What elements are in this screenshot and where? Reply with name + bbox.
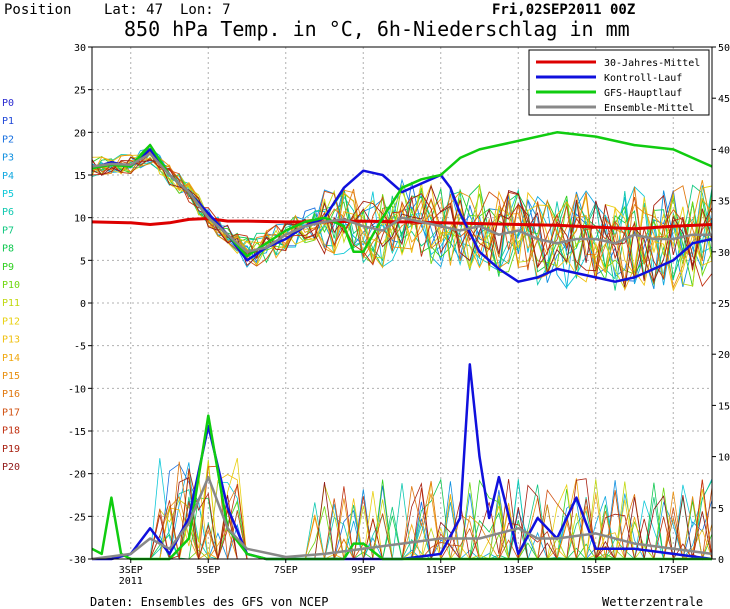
- main-series-lines: [91, 131, 713, 561]
- left-tick-label: 30: [74, 43, 86, 54]
- legend-label: GFS-Hauptlauf: [604, 88, 682, 99]
- left-tick-label: -10: [68, 384, 86, 395]
- series-line-30-jahres-mittel: [91, 217, 713, 231]
- series-line-ensemble-mittel: [91, 152, 712, 254]
- right-tick-label: 0: [718, 555, 724, 566]
- x-tick-label: 17SEP: [658, 565, 688, 576]
- right-tick-label: 50: [718, 43, 730, 54]
- data-source-label: Daten: Ensembles des GFS von NCEP: [90, 595, 328, 609]
- x-tick-year-label: 2011: [119, 576, 143, 587]
- grid: [92, 46, 712, 560]
- member-label: P0: [2, 98, 14, 109]
- right-tick-label: 25: [718, 299, 730, 310]
- x-tick-label: 13SEP: [503, 565, 533, 576]
- left-tick-label: 20: [74, 128, 86, 139]
- member-label: P20: [2, 462, 20, 473]
- legend-label: 30-Jahres-Mittel: [604, 58, 700, 69]
- x-tick-label: 15SEP: [581, 565, 611, 576]
- member-label: P18: [2, 426, 20, 437]
- member-temp-line: [91, 156, 713, 288]
- legend-label: Kontroll-Lauf: [604, 73, 682, 84]
- member-temp-line: [91, 158, 713, 282]
- right-tick-label: 15: [718, 401, 730, 412]
- member-label: P10: [2, 280, 20, 291]
- right-tick-label: 45: [718, 94, 730, 105]
- member-temp-line: [91, 144, 713, 277]
- member-label: P12: [2, 316, 20, 327]
- position-label: Position: [4, 2, 71, 18]
- member-temp-line: [91, 156, 713, 292]
- latitude-label: Lat: 47: [104, 2, 163, 18]
- precip-line-ensemble-mittel: [91, 475, 713, 561]
- member-label: P1: [2, 116, 14, 127]
- legend-label: Ensemble-Mittel: [604, 103, 694, 114]
- right-tick-label: 5: [718, 504, 724, 515]
- run-time-label: Fri,02SEP2011 00Z: [492, 2, 635, 18]
- right-tick-label: 30: [718, 248, 730, 259]
- precip-line-gfs-hauptlauf: [91, 414, 712, 561]
- member-label: P3: [2, 153, 14, 164]
- series-line-kontroll-lauf: [91, 148, 713, 283]
- right-tick-label: 10: [718, 453, 730, 464]
- left-tick-label: 25: [74, 86, 86, 97]
- member-temp-line: [91, 154, 713, 290]
- left-tick-label: 10: [74, 214, 86, 225]
- x-tick-label: 7SEP: [274, 565, 298, 576]
- member-label: P9: [2, 262, 14, 273]
- member-temp-line: [91, 152, 713, 278]
- x-tick-label: 9SEP: [351, 565, 375, 576]
- x-tick-label: 5SEP: [196, 565, 220, 576]
- left-tick-label: 15: [74, 171, 86, 182]
- member-label: P4: [2, 171, 14, 182]
- right-tick-label: 20: [718, 350, 730, 361]
- member-label: P14: [2, 353, 20, 364]
- member-label: P2: [2, 134, 14, 145]
- member-label: P15: [2, 371, 20, 382]
- left-tick-label: 0: [80, 299, 86, 310]
- member-label: P8: [2, 244, 14, 255]
- left-tick-label: -20: [68, 470, 86, 481]
- left-tick-label: -30: [68, 555, 86, 566]
- brand-label: Wetterzentrale: [602, 595, 703, 609]
- longitude-label: Lon: 7: [180, 2, 231, 18]
- left-tick-label: 5: [80, 256, 86, 267]
- member-label: P17: [2, 407, 20, 418]
- member-label: P5: [2, 189, 14, 200]
- member-label: P13: [2, 335, 20, 346]
- x-tick-label: 11SEP: [426, 565, 456, 576]
- member-label: P19: [2, 444, 20, 455]
- member-label: P16: [2, 389, 20, 400]
- right-tick-label: 40: [718, 145, 730, 156]
- legend: 30-Jahres-Mittel Kontroll-Lauf GFS-Hauptla…: [528, 49, 710, 116]
- member-label: P6: [2, 207, 14, 218]
- x-tick-label: 3SEP: [119, 565, 143, 576]
- left-tick-label: -25: [68, 512, 86, 523]
- member-label-list: P0 P1 P2 P3 P4 P5 P6 P7 P8 P9 P10 P11 P12 P13 P14 P15 P1…: [2, 98, 20, 473]
- left-axis: -30 -25 -20 -15 -10 -5 0 5 10 15 20 25 30: [68, 43, 92, 566]
- member-label: P11: [2, 298, 20, 309]
- ensemble-member-lines: [91, 143, 713, 561]
- left-tick-label: -15: [68, 427, 86, 438]
- chart-title: 850 hPa Temp. in °C, 6h-Niederschlag in …: [124, 17, 630, 41]
- left-tick-label: -5: [74, 342, 86, 353]
- member-label: P7: [2, 225, 14, 236]
- right-axis: 0 5 10 15 20 25 30 35 40 45 50: [712, 43, 730, 566]
- right-tick-label: 35: [718, 197, 730, 208]
